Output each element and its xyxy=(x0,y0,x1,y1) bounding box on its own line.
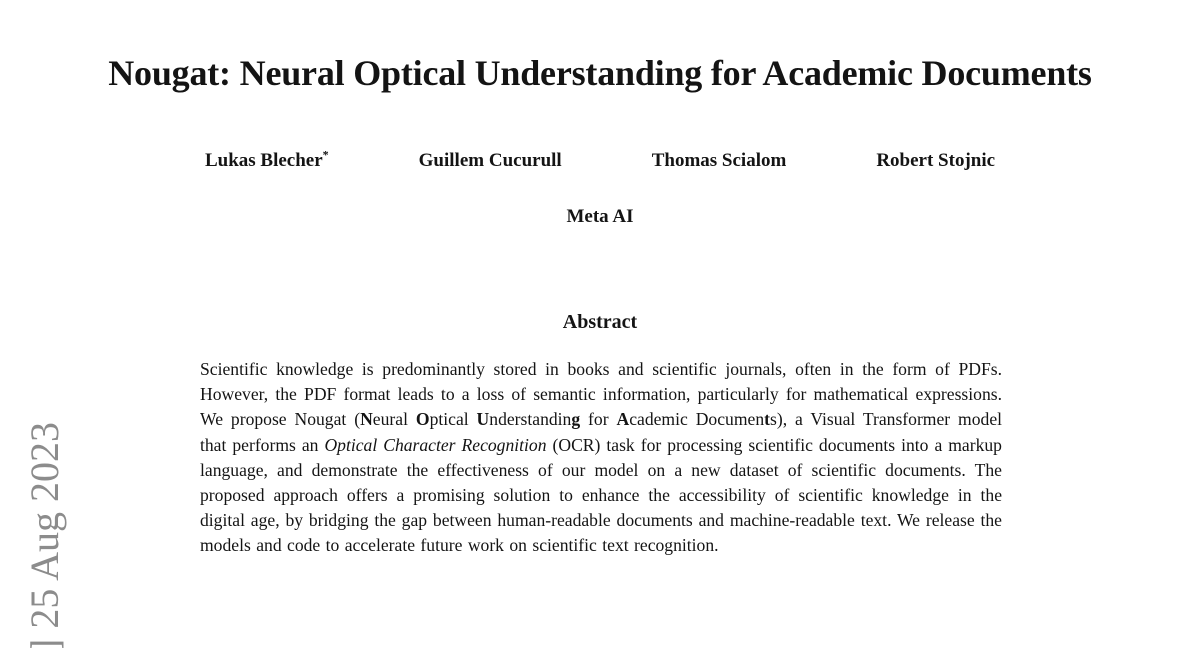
author-list: Lukas Blecher* Guillem Cucurull Thomas S… xyxy=(100,149,1100,173)
author: Lukas Blecher* xyxy=(205,149,329,173)
author-name: Guillem Cucurull xyxy=(418,150,562,171)
arxiv-watermark: ] 25 Aug 2023 xyxy=(22,422,68,648)
abstract-segment: N xyxy=(360,409,373,430)
abstract-heading: Abstract xyxy=(562,311,638,333)
abstract-text: Scientific knowledge is predominantly st… xyxy=(200,357,1002,559)
abstract-segment: O xyxy=(415,409,430,430)
abstract-segment: eural xyxy=(372,409,416,430)
abstract-segment: Optical Character Recognition xyxy=(324,434,547,455)
arxiv-date: 25 Aug 2023 xyxy=(22,421,67,629)
author-name: Lukas Blecher xyxy=(204,150,323,171)
abstract-segment: for xyxy=(580,409,617,430)
author: Thomas Scialom xyxy=(652,149,787,173)
author-footnote-marker: * xyxy=(322,147,329,162)
author: Robert Stojnic xyxy=(876,149,995,173)
author: Guillem Cucurull xyxy=(419,149,562,173)
abstract-segment: (OCR) task for processing scientific doc… xyxy=(200,434,1002,556)
abstract-segment: U xyxy=(476,409,490,430)
arxiv-category-bracket: ] xyxy=(22,638,67,648)
paper-title: Nougat: Neural Optical Understanding for… xyxy=(108,53,1092,93)
abstract-segment: s), a Visual Transformer model that perf… xyxy=(200,409,1003,455)
abstract-segment: g xyxy=(571,409,581,430)
abstract-segment: nderstandin xyxy=(489,409,572,430)
abstract-segment: ptical xyxy=(429,409,477,430)
author-name: Robert Stojnic xyxy=(876,150,996,171)
affiliation: Meta AI xyxy=(566,206,634,227)
author-name: Thomas Scialom xyxy=(651,150,787,171)
abstract-segment: Scientific knowledge is predominantly st… xyxy=(200,359,1002,430)
abstract-segment: A xyxy=(616,409,630,430)
abstract-segment: t xyxy=(764,409,770,430)
abstract-segment: cademic Documen xyxy=(629,409,765,430)
